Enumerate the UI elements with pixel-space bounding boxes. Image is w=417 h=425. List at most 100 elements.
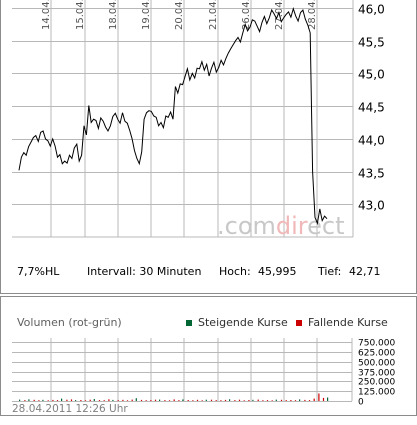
volume-bar-falling bbox=[178, 400, 180, 401]
volume-bar-falling bbox=[215, 400, 217, 401]
watermark: .comdirect bbox=[217, 212, 345, 240]
volume-bar-rising bbox=[42, 399, 44, 401]
volume-bar-falling bbox=[150, 400, 152, 401]
y-tick-label: 45,5 bbox=[358, 36, 385, 50]
volume-bar-rising bbox=[275, 399, 277, 401]
y-tick-label: 43,0 bbox=[358, 199, 385, 213]
volume-bar-falling bbox=[33, 399, 35, 401]
range-percent: 7,7%HL bbox=[17, 265, 60, 278]
volume-bar-falling bbox=[89, 399, 91, 401]
volume-chart: 0125.000250.000375.000500.000625.000750.… bbox=[12, 338, 395, 408]
price-chart: 14.04. 15.04. 18.04. 19.04. 20.04. 21.04. 26.0… bbox=[12, 0, 385, 240]
volume-bar-falling bbox=[304, 399, 306, 401]
volume-bar-falling bbox=[257, 399, 259, 401]
volume-bar-falling bbox=[145, 400, 147, 401]
volume-bar-falling bbox=[196, 399, 199, 401]
volume-bar-falling bbox=[271, 400, 273, 401]
volume-bar-falling bbox=[154, 399, 157, 401]
volume-bar-falling bbox=[131, 399, 133, 401]
volume-bar-falling bbox=[224, 399, 227, 401]
volume-bar-falling bbox=[38, 400, 40, 401]
volume-y-tick-label: 750.000 bbox=[358, 339, 395, 349]
volume-bar-falling bbox=[47, 400, 49, 401]
volume-bar-falling bbox=[318, 393, 320, 401]
x-tick-label: 21.04. bbox=[208, 0, 219, 30]
volume-bar-falling bbox=[52, 399, 54, 401]
volume-bar-falling bbox=[210, 399, 213, 401]
volume-bar-falling bbox=[285, 400, 287, 401]
volume-bar-falling bbox=[80, 400, 82, 401]
volume-bar-falling bbox=[66, 399, 68, 401]
volume-bar-rising bbox=[93, 399, 95, 401]
volume-bar-rising bbox=[252, 399, 254, 401]
volume-bar-falling bbox=[308, 400, 311, 401]
volume-bar-falling bbox=[126, 400, 129, 401]
interval-label: Intervall: 30 Minuten bbox=[87, 265, 202, 278]
y-tick-label: 43,5 bbox=[358, 167, 385, 181]
volume-bar-falling bbox=[201, 400, 203, 401]
volume-bar-falling bbox=[117, 400, 119, 401]
volume-bar-rising bbox=[205, 399, 207, 401]
x-tick-label: 20.04. bbox=[174, 0, 185, 30]
volume-bar-falling bbox=[168, 400, 171, 401]
volume-bar-falling bbox=[248, 400, 250, 401]
volume-bar-falling bbox=[84, 400, 87, 401]
volume-bar-falling bbox=[103, 400, 105, 401]
volume-bar-falling bbox=[192, 400, 194, 401]
volume-bar-falling bbox=[164, 400, 166, 401]
x-tick-label: 18.04. bbox=[108, 0, 119, 30]
high-label: Hoch: bbox=[219, 265, 251, 278]
volume-bar-rising bbox=[229, 399, 231, 401]
volume-bar-falling bbox=[70, 399, 73, 401]
volume-y-tick-label: 500.000 bbox=[358, 359, 395, 369]
volume-bar-falling bbox=[108, 399, 110, 401]
x-tick-label: 15.04. bbox=[75, 0, 86, 30]
volume-y-tick-label: 625.000 bbox=[358, 349, 395, 359]
volume-bar-falling bbox=[173, 399, 175, 401]
volume-bar-falling bbox=[56, 400, 59, 401]
volume-bar-falling bbox=[220, 400, 222, 401]
volume-bar-falling bbox=[238, 399, 241, 401]
legend-falling-swatch bbox=[296, 320, 302, 326]
volume-y-tick-label: 125.000 bbox=[358, 388, 395, 398]
legend-rising-label: Steigende Kurse bbox=[198, 316, 288, 329]
volume-bar-rising bbox=[182, 399, 184, 401]
low-value: 42,71 bbox=[349, 265, 381, 278]
legend-rising-swatch bbox=[186, 320, 192, 326]
volume-bar-falling bbox=[262, 400, 264, 401]
y-tick-label: 45,0 bbox=[358, 68, 385, 82]
volume-y-tick-label: 375.000 bbox=[358, 369, 395, 379]
volume-bar-falling bbox=[98, 400, 101, 401]
volume-bar-falling bbox=[280, 399, 283, 401]
price-chart-panel: 14.04. 15.04. 18.04. 19.04. 20.04. 21.04. 26.0… bbox=[0, 0, 417, 294]
volume-y-tick-label: 0 bbox=[358, 398, 364, 408]
x-tick-label: 26.04. bbox=[241, 0, 252, 30]
legend-falling-label: Fallende Kurse bbox=[308, 316, 388, 329]
volume-bar-falling bbox=[24, 400, 26, 401]
y-tick-label: 46,0 bbox=[358, 3, 385, 17]
price-line bbox=[18, 7, 328, 226]
y-tick-label: 44,0 bbox=[358, 134, 385, 148]
volume-bar-rising bbox=[28, 399, 30, 401]
volume-bar-falling bbox=[140, 399, 143, 401]
volume-bar-falling bbox=[322, 397, 325, 401]
volume-bar-rising bbox=[299, 399, 301, 401]
volume-bar-rising bbox=[75, 400, 77, 401]
volume-title: Volumen (rot-grün) bbox=[17, 316, 122, 329]
volume-bar-rising bbox=[61, 398, 63, 401]
x-tick-label: 19.04. bbox=[141, 0, 152, 30]
volume-y-tick-label: 250.000 bbox=[358, 378, 395, 388]
y-tick-label: 44,5 bbox=[358, 101, 385, 115]
x-tick-label: 28.04. bbox=[307, 0, 318, 30]
volume-bar-rising bbox=[135, 398, 137, 401]
volume-bar-falling bbox=[294, 400, 297, 401]
volume-bar-rising bbox=[159, 399, 161, 401]
volume-bar-falling bbox=[234, 400, 236, 401]
volume-bar-rising bbox=[327, 397, 329, 401]
volume-chart-panel: 0 125.000 250.000 375.000 500.000 625.000 750.… bbox=[0, 296, 417, 416]
volume-bar-falling bbox=[187, 400, 189, 401]
volume-bar-falling bbox=[290, 400, 292, 401]
volume-bar-falling bbox=[122, 399, 124, 401]
x-tick-label: 14.04. bbox=[41, 0, 52, 30]
low-label: Tief: bbox=[318, 265, 342, 278]
